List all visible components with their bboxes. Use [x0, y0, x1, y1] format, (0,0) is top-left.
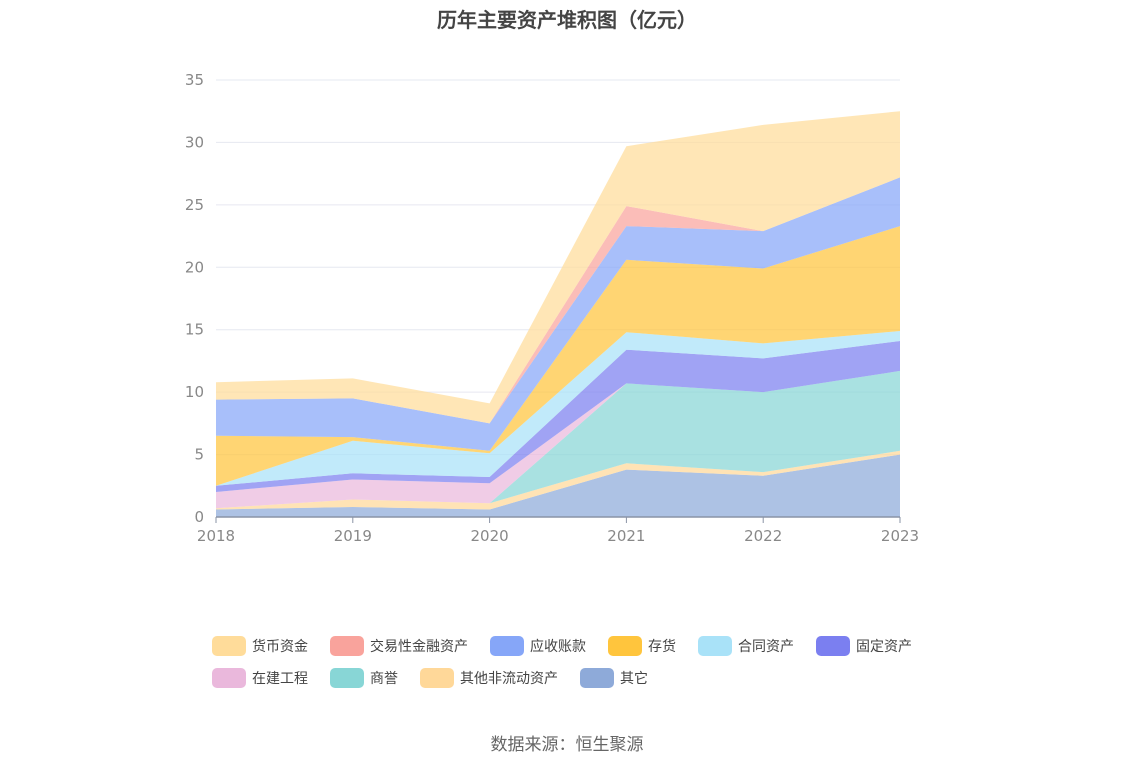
legend-item[interactable]: 商誉 [330, 668, 398, 688]
x-tick-label: 2019 [334, 527, 372, 545]
legend-swatch [212, 668, 246, 688]
y-tick-label: 35 [185, 71, 204, 89]
area-series-6 [216, 226, 900, 486]
legend-item[interactable]: 合同资产 [698, 636, 794, 656]
legend-item[interactable]: 固定资产 [816, 636, 912, 656]
area-series-4 [216, 341, 900, 492]
legend-swatch [212, 636, 246, 656]
legend-swatch [420, 668, 454, 688]
x-axis: 2018 2019 2020 2021 2022 2023 [197, 516, 919, 545]
area-series-3 [216, 370, 900, 509]
legend-swatch [330, 636, 364, 656]
chart-title: 历年主要资产堆积图（亿元） [437, 8, 697, 32]
legend-item[interactable]: 应收账款 [490, 636, 586, 656]
legend-label: 交易性金融资产 [370, 639, 468, 655]
y-tick-label: 30 [185, 133, 204, 151]
x-tick-label: 2022 [744, 527, 782, 545]
y-tick-label: 5 [194, 446, 204, 464]
data-source: 数据来源：恒生聚源 [490, 735, 644, 755]
x-tick-label: 2020 [471, 527, 509, 545]
stacked-area-chart: 0 5 10 15 20 25 30 35 2018 2019 2020 2021 2022 2023 [185, 71, 919, 545]
x-tick-label: 2018 [197, 527, 235, 545]
legend-item[interactable]: 在建工程 [212, 668, 308, 688]
legend-label: 合同资产 [738, 639, 794, 655]
y-tick-label: 20 [185, 258, 204, 276]
legend-label: 货币资金 [252, 639, 308, 655]
legend-item[interactable]: 存货 [608, 636, 676, 656]
x-tick-label: 2021 [607, 527, 645, 545]
y-tick-label: 0 [194, 508, 204, 526]
legend-swatch [816, 636, 850, 656]
area-series-5 [216, 331, 900, 486]
legend-label: 存货 [648, 639, 676, 655]
legend-swatch [698, 636, 732, 656]
area-series-7 [216, 177, 900, 451]
area-series-2 [216, 370, 900, 509]
legend-row-2: 在建工程 商誉 其他非流动资产 其它 [212, 662, 972, 694]
legend-swatch [490, 636, 524, 656]
legend-label: 其他非流动资产 [460, 671, 558, 687]
legend: 货币资金 交易性金融资产 应收账款 存货 合同资产 固定资产 在建工程 商誉 其他非流动资产 其… [212, 630, 972, 694]
area-series-9 [216, 111, 900, 424]
legend-swatch [608, 636, 642, 656]
legend-item[interactable]: 其它 [580, 668, 648, 688]
x-tick-label: 2023 [881, 527, 919, 545]
legend-swatch [330, 668, 364, 688]
y-tick-label: 15 [185, 321, 204, 339]
y-axis-ticks: 0 5 10 15 20 25 30 35 [185, 71, 204, 526]
legend-item[interactable]: 交易性金融资产 [330, 636, 468, 656]
legend-row-1: 货币资金 交易性金融资产 应收账款 存货 合同资产 固定资产 [212, 630, 972, 662]
y-tick-label: 25 [185, 196, 204, 214]
legend-label: 在建工程 [252, 671, 308, 687]
area-series-0 [216, 454, 900, 517]
area-series [216, 111, 900, 517]
legend-label: 其它 [620, 671, 648, 687]
legend-label: 固定资产 [856, 639, 912, 655]
legend-label: 应收账款 [530, 639, 586, 655]
legend-item[interactable]: 其他非流动资产 [420, 668, 558, 688]
legend-swatch [580, 668, 614, 688]
y-tick-label: 10 [185, 383, 204, 401]
legend-item[interactable]: 货币资金 [212, 636, 308, 656]
legend-label: 商誉 [370, 671, 398, 687]
